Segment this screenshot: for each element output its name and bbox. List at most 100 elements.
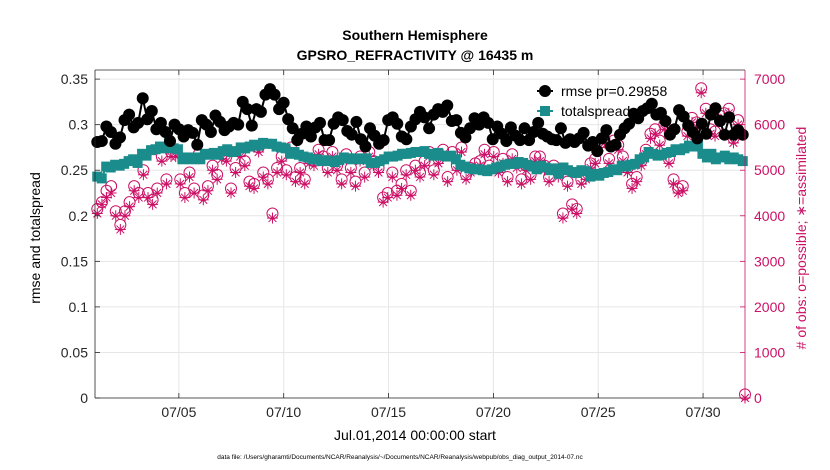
y-tick-label: 0.1 — [69, 299, 89, 315]
y-tick-label: 0.25 — [61, 162, 88, 178]
rmse-point — [464, 122, 476, 135]
rmse-point — [441, 99, 454, 112]
rmse-point — [314, 116, 326, 129]
rmse-point — [659, 115, 672, 128]
y-tick-label-right: 1000 — [754, 344, 785, 360]
obs-possible-point — [183, 166, 196, 179]
y-tick-label: 0 — [80, 390, 88, 406]
rmse-point — [232, 118, 245, 131]
rmse-point — [668, 123, 681, 136]
rmse-point — [609, 138, 622, 151]
series-rmse — [91, 83, 749, 158]
rmse-point — [554, 122, 567, 135]
obs-possible-point — [91, 202, 104, 215]
rmse-point — [500, 135, 513, 148]
rmse-point — [145, 105, 158, 117]
obs-possible-point — [174, 173, 187, 186]
obs-possible-point — [201, 180, 214, 193]
obs-possible-point — [151, 182, 164, 195]
obs-possible-point — [238, 155, 251, 168]
rmse-point — [268, 88, 281, 101]
rmse-point — [164, 135, 176, 148]
rmse-point — [336, 114, 349, 127]
obs-assimilated-point — [695, 87, 707, 99]
obs-possible-point — [427, 164, 440, 177]
rmse-point — [114, 131, 126, 144]
x-axis-label: Jul.01,2014 00:00:00 start — [334, 427, 496, 443]
y-tick-label-right: 0 — [754, 390, 762, 406]
x-tick-label: 07/05 — [161, 404, 196, 420]
rmse-point — [718, 128, 731, 141]
y-axis-label: rmse and totalspread — [27, 172, 43, 304]
x-tick-label: 07/10 — [266, 404, 301, 420]
y-tick-label: 0.05 — [61, 344, 88, 360]
obs-possible-point — [188, 182, 201, 195]
rmse-point — [136, 92, 149, 105]
obs-possible-point — [478, 143, 491, 156]
rmse-point — [391, 117, 404, 130]
obs-possible-point — [160, 173, 173, 186]
rmse-point — [591, 145, 604, 158]
obs-possible-point — [257, 166, 270, 179]
obs-possible-point — [414, 166, 426, 179]
legend-totalspread-marker — [540, 106, 550, 116]
obs-possible-point — [390, 184, 403, 197]
obs-possible-point — [626, 177, 639, 190]
rmse-point — [300, 120, 313, 133]
obs-assimilated-point — [133, 192, 145, 204]
series-totalspread — [92, 137, 748, 184]
obs-assimilated-point — [96, 198, 108, 210]
obs-possible-point — [248, 177, 261, 190]
chart-subtitle: GPSRO_REFRACTIVITY @ 16435 m — [297, 47, 534, 63]
rmse-point — [123, 108, 136, 121]
obs-possible-point — [441, 171, 454, 184]
obs-possible-point — [266, 207, 279, 220]
obs-possible-point — [109, 205, 122, 218]
obs-possible-point — [386, 166, 399, 179]
rmse-point — [450, 114, 463, 127]
rmse-point — [486, 133, 499, 146]
obs-possible-point — [377, 191, 390, 204]
totalspread-point — [159, 143, 170, 154]
rmse-point — [695, 117, 708, 130]
obs-possible-point — [294, 161, 307, 174]
obs-possible-point — [501, 171, 514, 184]
obs-possible-point — [137, 164, 150, 177]
obs-possible-point — [676, 180, 689, 193]
rmse-point — [154, 116, 167, 129]
obs-possible-point — [105, 180, 118, 193]
obs-possible-point — [644, 127, 657, 140]
legend: rmse pr=0.29858 totalspread — [537, 83, 667, 119]
rmse-point — [600, 124, 613, 137]
axes: 07/05 07/10 07/15 07/20 07/25 07/30 0 0.05 0.1 0.… — [61, 69, 785, 420]
totalspread-point — [737, 156, 748, 167]
rmse-point — [245, 119, 258, 132]
x-tick-label: 07/20 — [476, 404, 511, 420]
totalspread-point — [549, 163, 560, 174]
y-tick-label: 0.15 — [61, 253, 88, 269]
obs-possible-point — [298, 173, 311, 186]
obs-possible-point — [128, 180, 141, 193]
obs-possible-point — [653, 134, 666, 147]
obs-possible-point — [630, 171, 643, 184]
rmse-point — [677, 110, 690, 123]
x-tick-label: 07/25 — [581, 404, 616, 420]
rmse-point — [518, 122, 531, 135]
rmse-point — [645, 97, 658, 110]
rmse-point — [323, 134, 336, 147]
plot-series — [91, 82, 751, 404]
rmse-point — [241, 103, 254, 116]
obs-possible-point — [224, 182, 237, 195]
rmse-point — [577, 126, 590, 139]
rmse-point — [159, 125, 172, 138]
obs-possible-point — [100, 184, 113, 197]
obs-possible-point — [570, 202, 583, 215]
rmse-point — [282, 113, 295, 126]
obs-possible-point — [556, 207, 569, 220]
rmse-point — [418, 111, 431, 124]
obs-possible-point — [95, 196, 108, 209]
totalspread-point — [280, 143, 291, 154]
rmse-point — [709, 102, 722, 115]
rmse-point — [104, 125, 117, 138]
x-tick-label: 07/15 — [371, 404, 406, 420]
